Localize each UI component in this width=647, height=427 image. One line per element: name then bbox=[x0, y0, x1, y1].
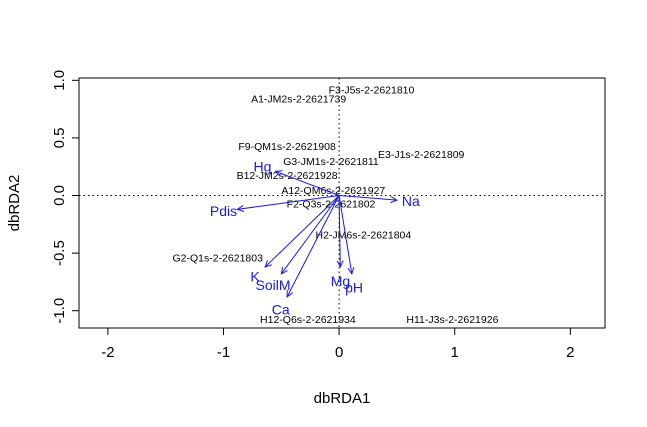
vector-arrowhead bbox=[280, 266, 288, 275]
site-label: G3-JM1s-2-2621811 bbox=[283, 156, 379, 168]
vector-arrowhead bbox=[390, 196, 399, 204]
site-label: H11-J3s-2-2621926 bbox=[406, 314, 498, 326]
vector-arrowhead bbox=[274, 170, 283, 177]
vector-arrow bbox=[338, 195, 353, 274]
vector-arrowhead bbox=[236, 205, 245, 212]
x-tick-label: -1 bbox=[217, 344, 230, 361]
vector-arrow bbox=[280, 195, 340, 275]
vector-arrow bbox=[275, 170, 340, 196]
site-label: A12-QM6s-2-2621927 bbox=[281, 185, 385, 197]
vector-arrow bbox=[338, 195, 341, 267]
vector-label: Ca bbox=[272, 301, 290, 317]
vector-label: K bbox=[250, 269, 260, 285]
vector-label: Mg bbox=[331, 273, 350, 289]
site-label: A1-JM2s-2-2621739 bbox=[251, 94, 346, 106]
site-label: H2-JM6s-2-2621804 bbox=[316, 230, 412, 242]
y-axis-title: dbRDA2 bbox=[6, 175, 23, 232]
x-axis-title: dbRDA1 bbox=[314, 390, 371, 407]
vector-label: SoilM bbox=[255, 277, 290, 293]
y-tick-label: 0.0 bbox=[51, 185, 68, 206]
vector-label: Hg bbox=[253, 158, 271, 174]
x-tick-label: 0 bbox=[335, 344, 343, 361]
y-tick-label: -0.5 bbox=[51, 240, 68, 266]
y-tick-label: 0.5 bbox=[51, 127, 68, 148]
x-tick-label: 2 bbox=[566, 344, 574, 361]
site-label: H12-Q6s-2-2621934 bbox=[260, 314, 356, 326]
site-label: F2-Q3s-2-2621802 bbox=[287, 199, 376, 211]
vector-label: Pdis bbox=[210, 203, 237, 219]
vector-arrow bbox=[286, 195, 340, 298]
x-tick-label: -2 bbox=[101, 344, 114, 361]
vector-arrowhead bbox=[286, 289, 293, 298]
site-label: F9-QM1s-2-2621908 bbox=[238, 141, 336, 153]
vector-arrow bbox=[237, 195, 340, 210]
vector-arrow bbox=[264, 195, 340, 268]
vector-label: pH bbox=[345, 280, 363, 296]
vector-arrowhead bbox=[336, 260, 344, 269]
x-tick-label: 1 bbox=[451, 344, 459, 361]
x-axis: -2 -1 0 1 2 bbox=[101, 327, 574, 361]
vector-arrow bbox=[339, 195, 397, 201]
site-label: E3-J1s-2-2621809 bbox=[378, 149, 465, 161]
vector-label: Na bbox=[402, 193, 420, 209]
vector-arrowhead bbox=[347, 267, 355, 275]
y-tick-label: 1.0 bbox=[51, 70, 68, 91]
site-label: F3-J5s-2-2621810 bbox=[329, 85, 415, 97]
vector-arrowhead bbox=[264, 260, 272, 268]
y-axis: -1.0 -0.5 0.0 0.5 1.0 bbox=[51, 70, 80, 324]
y-tick-label: -1.0 bbox=[51, 298, 68, 324]
site-label: G2-Q1s-2-2621803 bbox=[172, 253, 263, 265]
